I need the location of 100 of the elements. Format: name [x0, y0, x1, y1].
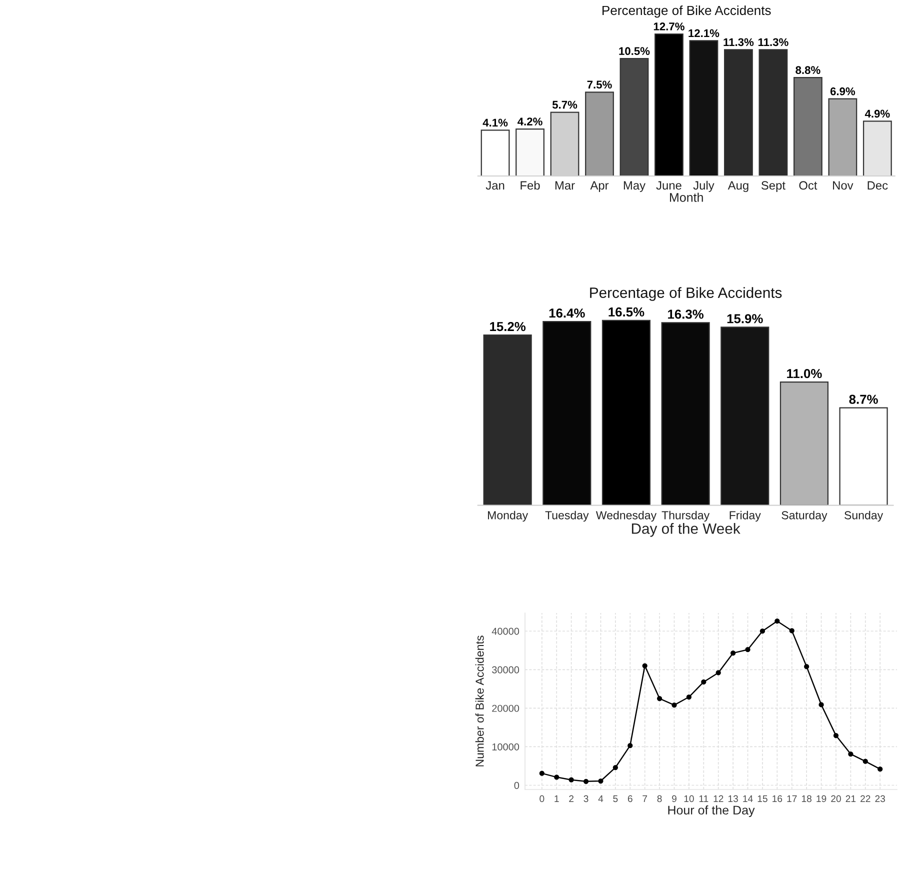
data-label: 11.3%	[724, 38, 754, 46]
point	[672, 702, 677, 708]
point	[745, 647, 750, 652]
x-tick-label: Apr	[590, 181, 609, 192]
point	[656, 696, 662, 702]
bar	[724, 49, 753, 176]
x-axis-title: Day of the Week	[632, 522, 740, 537]
x-tick-label: 9	[672, 795, 676, 802]
x-tick-label: Jan	[486, 181, 504, 190]
x-tick-label: 10	[684, 795, 694, 802]
point	[568, 777, 574, 782]
x-tick-label: 15	[758, 795, 768, 802]
x-tick-label: 1	[554, 795, 559, 802]
bar	[602, 320, 651, 506]
x-tick-label: 6	[628, 795, 632, 802]
point	[701, 679, 706, 685]
bar	[839, 407, 888, 506]
x-tick-label: Mar	[555, 181, 575, 190]
x-tick-label: Feb	[520, 180, 540, 190]
x-tick-label: Nov	[833, 181, 854, 190]
x-tick-label: Oct	[799, 181, 818, 190]
chart-title: Percentage of Bike Accidents	[590, 287, 782, 301]
point	[848, 751, 854, 757]
point	[730, 650, 736, 656]
point	[862, 758, 868, 764]
data-label: 12.1%	[688, 29, 720, 38]
x-tick-label: 22	[860, 795, 870, 802]
data-label: 8.8%	[796, 66, 820, 74]
x-tick-label: 20	[831, 795, 841, 802]
point	[583, 778, 589, 784]
x-tick-label: Sunday	[844, 510, 884, 522]
bar	[620, 58, 649, 176]
point	[642, 663, 648, 668]
x-tick-label: Aug	[728, 181, 748, 192]
data-label: 5.7%	[552, 100, 578, 109]
point	[598, 778, 604, 784]
y-tick-label: 40000	[492, 628, 520, 635]
point	[539, 770, 544, 776]
x-tick-label: 16	[772, 795, 782, 802]
point	[774, 618, 780, 624]
bar	[862, 120, 892, 176]
x-tick-label: 7	[642, 795, 648, 802]
x-tick-label: 8	[657, 795, 662, 802]
x-tick-label: Saturday	[782, 510, 828, 522]
data-label: 11.3%	[758, 38, 788, 46]
point	[789, 628, 794, 634]
point	[760, 628, 766, 634]
x-tick-label: May	[624, 181, 646, 192]
x-axis-title: Hour of the Day	[668, 805, 755, 818]
point	[612, 764, 618, 770]
data-label: 4.9%	[864, 110, 890, 118]
x-tick-label: Monday	[488, 510, 528, 522]
data-label: 11.0%	[787, 369, 822, 378]
x-tick-label: June	[656, 181, 682, 190]
x-axis-title: Month	[670, 192, 703, 202]
data-label: 4.2%	[518, 118, 542, 126]
x-tick-label: 3	[584, 795, 588, 802]
x-tick-label: Thursday	[662, 510, 710, 522]
x-tick-label: Wednesday	[596, 510, 657, 522]
y-tick-label: 0	[514, 782, 520, 789]
bar	[585, 92, 614, 176]
point	[628, 743, 633, 748]
x-tick-label: 21	[846, 795, 856, 802]
data-label: 16.5%	[608, 307, 644, 317]
y-tick-label: 20000	[492, 704, 520, 712]
x-tick-label: 2	[569, 795, 574, 802]
x-tick-label: Tuesday	[545, 510, 589, 522]
x-tick-label: Dec	[868, 181, 888, 190]
data-label: 6.9%	[830, 87, 856, 96]
bar	[689, 40, 718, 176]
x-tick-label: 12	[714, 795, 724, 802]
x-tick-label: 4	[598, 795, 604, 802]
bar	[542, 321, 592, 506]
x-tick-label: 14	[743, 795, 753, 802]
data-label: 12.7%	[654, 22, 684, 30]
point	[878, 766, 883, 772]
x-tick-label: Friday	[730, 510, 761, 522]
bar	[661, 322, 710, 506]
bar	[480, 130, 510, 176]
x-tick-label: 13	[728, 795, 738, 802]
x-tick-label: 11	[699, 795, 708, 802]
bar	[828, 98, 858, 176]
x-tick-label: 23	[875, 795, 885, 802]
bar	[516, 128, 544, 176]
bar	[654, 33, 684, 176]
point	[554, 774, 560, 780]
x-tick-label: July	[693, 180, 714, 192]
data-label: 16.4%	[549, 308, 585, 318]
x-tick-label: 0	[540, 795, 544, 802]
bar	[483, 334, 532, 506]
data-label: 7.5%	[587, 80, 612, 89]
x-tick-label: 19	[816, 795, 826, 802]
y-tick-label: 30000	[492, 666, 520, 674]
x-tick-label: 17	[787, 795, 797, 802]
x-tick-label: Sept	[761, 181, 786, 192]
x-tick-label: 5	[613, 795, 618, 802]
data-label: 4.1%	[482, 118, 508, 127]
data-label: 8.7%	[849, 394, 878, 404]
data-label: 15.2%	[490, 322, 526, 332]
point	[716, 670, 721, 676]
